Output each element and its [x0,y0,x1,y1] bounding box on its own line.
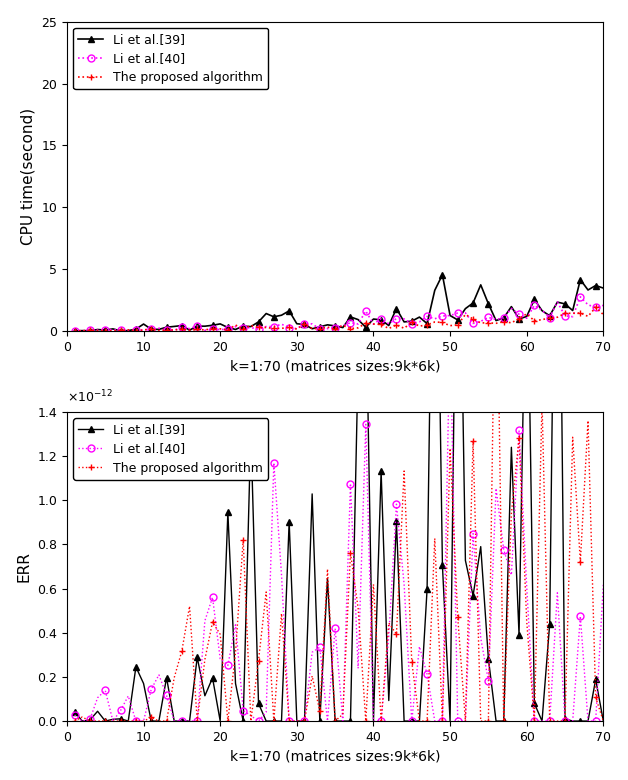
Li et al.[40] [232,322,239,332]
Li et al.[39] [71,707,78,716]
Li et al.[40] [201,616,208,626]
Line: Li et al.[39]: Li et al.[39] [72,0,606,724]
The proposed algorithm [362,716,369,725]
X-axis label: k=1:70 (matrices sizes:9k*6k): k=1:70 (matrices sizes:9k*6k) [230,750,440,764]
Li et al.[39] [71,326,78,335]
Line: Li et al.[40]: Li et al.[40] [71,293,607,335]
The proposed algorithm [301,320,308,329]
Li et al.[39] [438,270,446,279]
The proposed algorithm [592,303,600,312]
Line: Li et al.[40]: Li et al.[40] [71,322,607,725]
Li et al.[39] [538,306,546,315]
Li et al.[39] [117,326,124,335]
Legend: Li et al.[39], Li et al.[40], The proposed algorithm: Li et al.[39], Li et al.[40], The propos… [73,418,268,480]
The proposed algorithm [140,716,148,725]
Li et al.[39] [78,716,86,725]
Li et al.[40] [71,711,78,720]
Li et al.[39] [370,716,377,725]
The proposed algorithm [71,326,78,335]
Li et al.[40] [193,321,201,331]
Li et al.[39] [148,324,155,334]
The proposed algorithm [600,716,607,725]
Line: The proposed algorithm: The proposed algorithm [71,304,607,335]
Li et al.[39] [239,321,247,331]
Li et al.[39] [201,691,208,700]
The proposed algorithm [370,319,377,328]
The proposed algorithm [492,200,500,209]
Li et al.[40] [148,685,155,694]
Li et al.[39] [370,314,377,324]
Li et al.[40] [301,716,308,725]
Legend: Li et al.[39], Li et al.[40], The proposed algorithm: Li et al.[39], Li et al.[40], The propos… [73,28,268,90]
Li et al.[40] [239,706,247,715]
The proposed algorithm [148,324,155,334]
The proposed algorithm [531,716,538,725]
Li et al.[39] [148,716,155,725]
Li et al.[40] [538,716,546,725]
Li et al.[40] [523,314,531,323]
The proposed algorithm [600,310,607,319]
The proposed algorithm [239,324,247,334]
Li et al.[39] [600,283,607,292]
Li et al.[39] [301,320,308,329]
Text: $\times10^{-12}$: $\times10^{-12}$ [67,389,113,406]
The proposed algorithm [232,648,239,658]
Li et al.[39] [239,716,247,725]
Li et al.[40] [516,310,523,319]
The proposed algorithm [71,716,78,725]
Y-axis label: ERR: ERR [17,551,31,582]
The proposed algorithm [193,716,201,725]
Li et al.[39] [201,321,208,331]
Y-axis label: CPU time(second): CPU time(second) [21,108,36,245]
Li et al.[40] [447,321,454,331]
The proposed algorithm [201,325,208,335]
Line: Li et al.[39]: Li et al.[39] [72,272,606,334]
The proposed algorithm [523,617,531,626]
Li et al.[39] [531,699,538,708]
The proposed algorithm [531,316,538,325]
Line: The proposed algorithm: The proposed algorithm [71,201,607,725]
Li et al.[40] [140,325,148,335]
Li et al.[40] [577,292,584,302]
The proposed algorithm [109,326,117,335]
Li et al.[40] [362,307,369,316]
Li et al.[40] [78,716,86,725]
Li et al.[40] [71,326,78,335]
Li et al.[39] [600,716,607,725]
Li et al.[39] [301,716,308,725]
Li et al.[40] [600,301,607,310]
X-axis label: k=1:70 (matrices sizes:9k*6k): k=1:70 (matrices sizes:9k*6k) [230,359,440,373]
Li et al.[40] [370,716,377,725]
Li et al.[40] [600,580,607,589]
